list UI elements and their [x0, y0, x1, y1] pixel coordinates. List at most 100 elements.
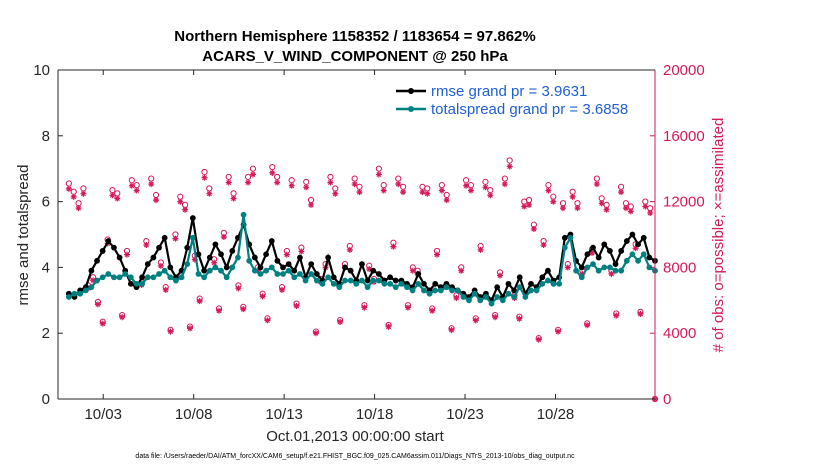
rmse-point — [342, 264, 348, 271]
rmse-point — [139, 274, 146, 281]
spread-point — [127, 274, 134, 281]
obs-assimilated-marker — [647, 209, 654, 216]
rmse-point — [364, 277, 371, 284]
obs-assimilated-marker — [380, 187, 387, 194]
spread-point — [392, 284, 399, 291]
rmse-point — [212, 241, 219, 248]
spread-point — [218, 267, 224, 274]
spread-point — [550, 280, 557, 287]
obs-assimilated-marker — [559, 205, 566, 212]
rmse-point — [184, 244, 191, 251]
spread-point — [612, 267, 619, 274]
rmse-point — [167, 264, 174, 271]
spread-point — [280, 271, 286, 277]
rmse-point — [635, 241, 641, 248]
obs-assimilated-marker — [477, 246, 484, 253]
rmse-point — [297, 254, 303, 261]
spread-point — [94, 277, 100, 284]
obs-assimilated-marker — [545, 187, 552, 194]
spread-point — [77, 290, 84, 297]
obs-assimilated-marker — [579, 270, 586, 277]
obs-assimilated-marker — [308, 201, 315, 208]
obs-assimilated-marker — [463, 182, 470, 189]
spread-point — [421, 287, 427, 294]
obs-assimilated-marker — [75, 205, 82, 212]
rmse-point — [218, 251, 224, 258]
spread-point — [291, 274, 298, 281]
rmse-point — [590, 244, 596, 251]
spread-point — [595, 267, 602, 274]
obs-assimilated-marker — [618, 189, 625, 196]
spread-point — [246, 257, 253, 264]
spread-point — [516, 284, 523, 291]
spread-point — [629, 251, 636, 258]
obs-assimilated-marker — [632, 245, 639, 252]
spread-point — [212, 264, 219, 271]
obs-assimilated-marker — [70, 193, 77, 200]
rmse-point — [263, 251, 270, 258]
spread-point — [195, 271, 202, 277]
spread-point — [235, 254, 241, 261]
x-tick-label: 10/28 — [537, 406, 575, 423]
obs-assimilated-marker — [482, 184, 489, 191]
obs-assimilated-marker — [453, 294, 460, 301]
rmse-point — [308, 261, 315, 268]
obs-assimilated-marker — [312, 330, 319, 337]
spread-point — [375, 277, 382, 284]
spread-point — [443, 284, 450, 291]
obs-assimilated-marker — [395, 181, 402, 188]
y-right-tick-label: 4000 — [663, 325, 696, 342]
rmse-point — [268, 238, 275, 244]
spread-point — [330, 280, 337, 287]
obs-assimilated-marker — [627, 208, 634, 215]
x-tick-label: 10/23 — [446, 406, 484, 423]
obs-assimilated-marker — [555, 328, 562, 335]
obs-assimilated-marker — [472, 317, 479, 324]
spread-point — [223, 274, 230, 281]
y-left-tick-label: 8 — [42, 128, 50, 145]
obs-assimilated-marker — [206, 190, 213, 197]
spread-point — [359, 277, 365, 284]
rmse-point — [511, 287, 517, 294]
spread-point — [82, 287, 89, 294]
rmse-point — [291, 267, 298, 274]
obs-assimilated-marker — [361, 304, 368, 311]
spread-point — [156, 271, 162, 277]
obs-assimilated-marker — [235, 285, 242, 292]
obs-assimilated-marker — [487, 192, 494, 199]
obs-assimilated-marker — [337, 319, 344, 326]
spread-point — [285, 267, 292, 274]
obs-assimilated-marker — [153, 197, 160, 204]
spread-point — [561, 244, 568, 251]
obs-assimilated-marker — [589, 250, 596, 257]
rmse-point — [223, 264, 230, 271]
obs-assimilated-marker — [90, 277, 97, 284]
spread-point — [347, 277, 354, 284]
rmse-point — [387, 274, 394, 281]
spread-point — [71, 290, 78, 297]
y-right-tick-label: 20000 — [663, 62, 705, 79]
data-file-footer: data file: /Users/raeder/DAI/ATM_forcXX/… — [135, 453, 575, 460]
obs-assimilated-marker — [191, 256, 198, 263]
spread-point — [432, 287, 439, 294]
spread-point — [387, 280, 394, 287]
y-right-tick-label: 12000 — [663, 194, 705, 211]
spread-point — [567, 234, 574, 241]
spread-point — [488, 300, 495, 307]
rmse-point — [325, 254, 332, 261]
obs-assimilated-marker — [613, 312, 620, 319]
rmse-point — [206, 254, 213, 261]
obs-assimilated-marker — [167, 328, 174, 335]
y-left-tick-label: 0 — [42, 391, 50, 408]
obs-assimilated-marker — [177, 198, 184, 205]
legend-box — [392, 76, 652, 118]
legend-marker-rmse — [408, 88, 414, 94]
rmse-point — [528, 280, 534, 287]
chart-title-line2: ACARS_V_WIND_COMPONENT @ 250 hPa — [202, 48, 508, 65]
obs-assimilated-marker — [443, 197, 450, 204]
spread-point — [415, 280, 422, 287]
obs-assimilated-marker — [642, 203, 649, 210]
rmse-point — [127, 280, 134, 287]
obs-possible-marker — [201, 168, 208, 176]
